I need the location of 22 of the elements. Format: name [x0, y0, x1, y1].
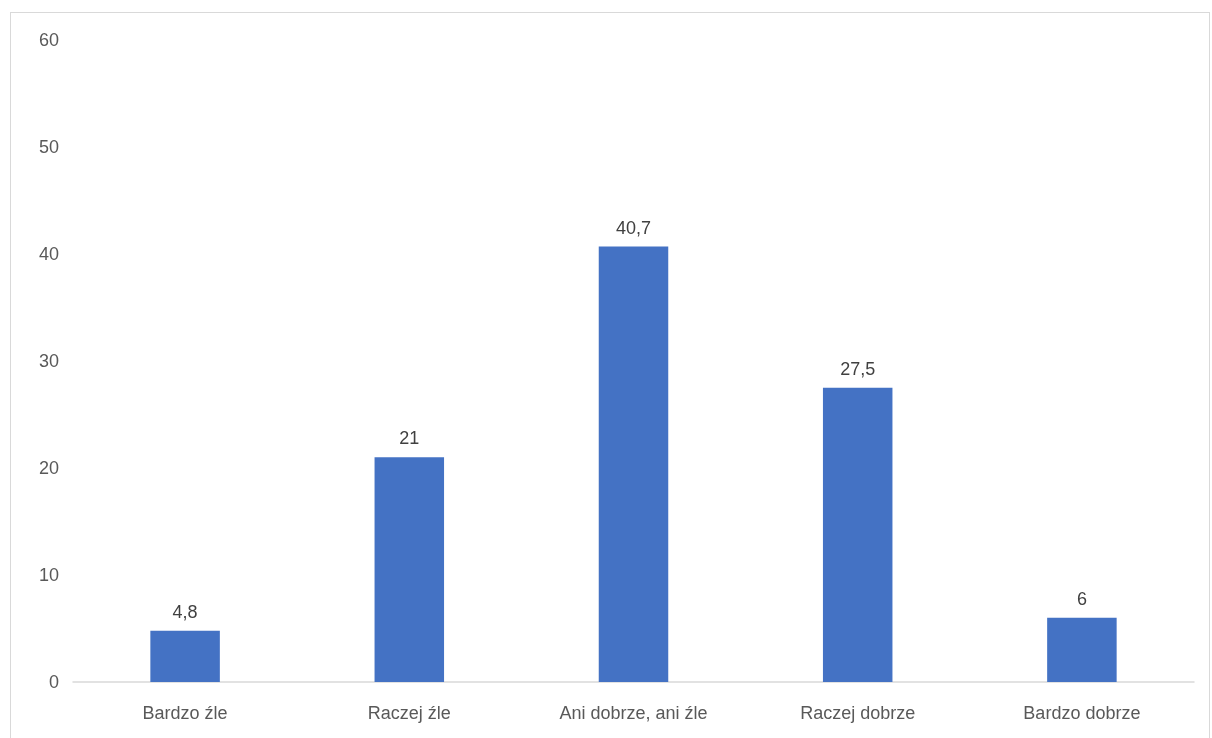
x-tick-label: Ani dobrze, ani źle	[559, 703, 708, 723]
y-tick-label: 50	[38, 137, 59, 157]
data-label: 21	[399, 428, 420, 449]
bar	[150, 630, 220, 682]
y-tick-label: 60	[38, 30, 59, 50]
bar	[822, 387, 893, 682]
y-tick-label: 40	[38, 244, 59, 264]
y-tick-label: 20	[38, 458, 59, 478]
y-tick-label: 30	[38, 351, 59, 371]
bar	[374, 457, 445, 682]
data-label: 4,8	[172, 601, 198, 622]
x-tick-label: Raczej dobrze	[800, 703, 916, 723]
y-tick-label: 0	[48, 672, 59, 692]
x-tick-label: Raczej źle	[367, 703, 451, 723]
bar	[1047, 617, 1117, 682]
x-tick-label: Bardzo dobrze	[1023, 703, 1141, 723]
bar	[598, 246, 669, 682]
x-tick-label: Bardzo źle	[142, 703, 228, 723]
y-tick-label: 10	[38, 565, 59, 585]
data-label: 27,5	[840, 358, 876, 379]
data-label: 40,7	[615, 217, 652, 238]
data-label: 6	[1076, 588, 1087, 609]
